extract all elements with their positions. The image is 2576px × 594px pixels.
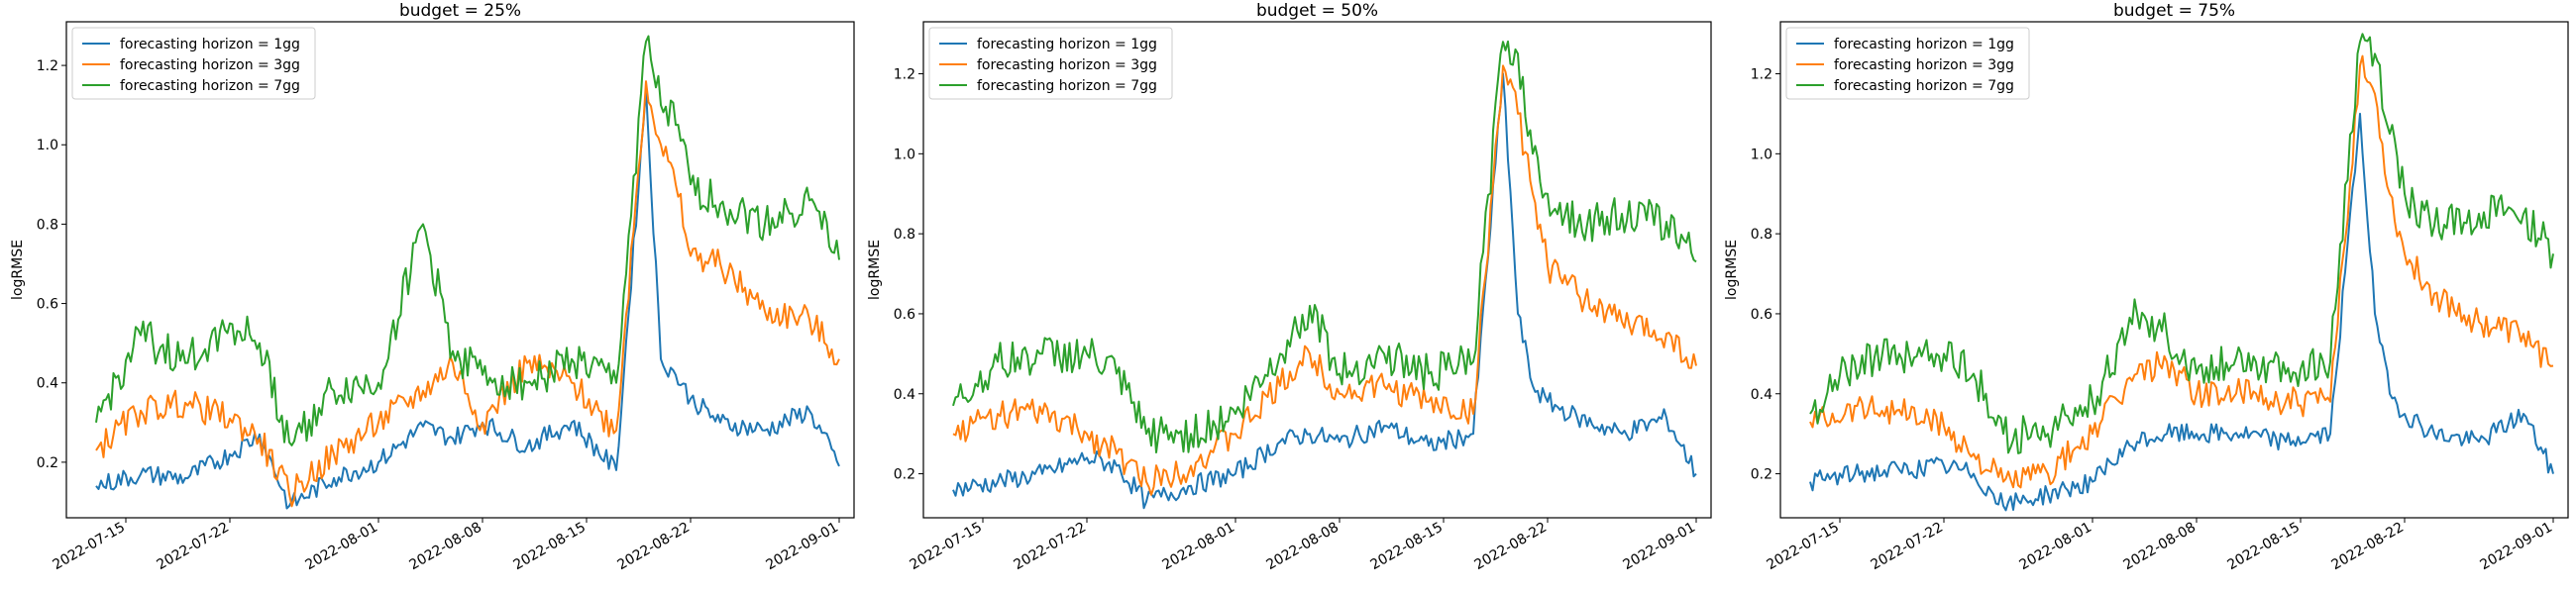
series-line-2 [95, 80, 840, 508]
series-line-2 [1809, 54, 2554, 489]
y-tick-label: 0.8 [1751, 227, 1772, 243]
legend-box [71, 27, 316, 100]
series-line-1 [952, 72, 1697, 510]
x-tick-label: 2022-08-15 [2225, 520, 2303, 574]
plot-frame [922, 21, 1712, 519]
y-tick-label: 0.6 [37, 297, 58, 313]
legend-box [928, 27, 1173, 100]
chart-title: budget = 75% [2113, 1, 2235, 21]
legend-label: forecasting horizon = 7gg [977, 78, 1157, 94]
legend-label: forecasting horizon = 7gg [120, 78, 300, 94]
y-tick-label: 1.2 [37, 58, 58, 74]
y-tick-label: 1.0 [37, 138, 58, 153]
x-tick-label: 2022-09-01 [1621, 520, 1698, 574]
chart-panel-1: budget = 25% logRMSE 0.2 0.4 0.6 0.8 1.0 1.2 202… [10, 1, 855, 574]
y-tick-label: 0.4 [894, 387, 915, 403]
x-tick-label: 2022-07-15 [1765, 520, 1842, 574]
plot-frame [65, 21, 855, 519]
series-line-1 [95, 88, 840, 510]
y-tick-label: 0.8 [894, 227, 915, 243]
series-line-3 [952, 40, 1697, 453]
x-tick-label: 2022-08-08 [1264, 520, 1342, 574]
x-tick-label: 2022-09-01 [764, 520, 841, 574]
y-tick-label: 0.2 [1751, 467, 1772, 483]
y-axis-label: logRMSE [1724, 240, 1740, 300]
chart-panel-2: budget = 50% logRMSE 0.2 0.4 0.6 0.8 1.0 1.2 202… [867, 1, 1712, 574]
y-tick-label: 1.0 [894, 147, 915, 162]
x-tick-label: 2022-08-22 [615, 520, 693, 574]
y-tick-label: 0.2 [37, 455, 58, 471]
x-tick-label: 2022-08-15 [1368, 520, 1446, 574]
legend-label: forecasting horizon = 7gg [1834, 78, 2014, 94]
legend-label: forecasting horizon = 1gg [977, 37, 1157, 52]
legend-box [1785, 27, 2030, 100]
series-line-2 [952, 64, 1697, 496]
x-tick-label: 2022-08-01 [2017, 520, 2094, 574]
x-tick-label: 2022-07-22 [155, 520, 232, 574]
x-tick-label: 2022-07-22 [1869, 520, 1946, 574]
y-tick-label: 1.0 [1751, 147, 1772, 162]
y-tick-label: 1.2 [894, 67, 915, 83]
x-tick-label: 2022-07-22 [1012, 520, 1089, 574]
x-tick-label: 2022-07-15 [908, 520, 985, 574]
x-tick-label: 2022-08-01 [303, 520, 380, 574]
series-line-3 [95, 35, 840, 446]
y-tick-label: 0.6 [1751, 307, 1772, 323]
y-tick-label: 0.4 [1751, 387, 1772, 403]
x-tick-label: 2022-08-01 [1160, 520, 1237, 574]
series-line-1 [1809, 112, 2554, 512]
x-tick-label: 2022-08-08 [407, 520, 484, 574]
x-tick-label: 2022-08-22 [1472, 520, 1550, 574]
legend-label: forecasting horizon = 1gg [120, 37, 300, 52]
x-tick-label: 2022-07-15 [51, 520, 128, 574]
plot-frame [1779, 21, 2569, 519]
y-tick-label: 0.4 [37, 376, 58, 392]
x-tick-label: 2022-08-15 [511, 520, 589, 574]
legend-label: forecasting horizon = 1gg [1834, 37, 2014, 52]
x-tick-label: 2022-08-22 [2329, 520, 2407, 574]
series-line-3 [1809, 33, 2554, 454]
chart-title: budget = 25% [399, 1, 521, 21]
legend-label: forecasting horizon = 3gg [1834, 57, 2014, 73]
y-tick-label: 0.6 [894, 307, 915, 323]
legend-label: forecasting horizon = 3gg [977, 57, 1157, 73]
legend-label: forecasting horizon = 3gg [120, 57, 300, 73]
chart-title: budget = 50% [1256, 1, 1378, 21]
chart-panel-3: budget = 75% logRMSE 0.2 0.4 0.6 0.8 1.0 1.2 202… [1724, 1, 2569, 574]
x-tick-label: 2022-09-01 [2478, 520, 2555, 574]
y-tick-label: 0.2 [894, 467, 915, 483]
y-axis-label: logRMSE [867, 240, 883, 300]
y-axis-label: logRMSE [10, 240, 26, 300]
y-tick-label: 0.8 [37, 217, 58, 233]
y-tick-label: 1.2 [1751, 67, 1772, 83]
x-tick-label: 2022-08-08 [2121, 520, 2199, 574]
